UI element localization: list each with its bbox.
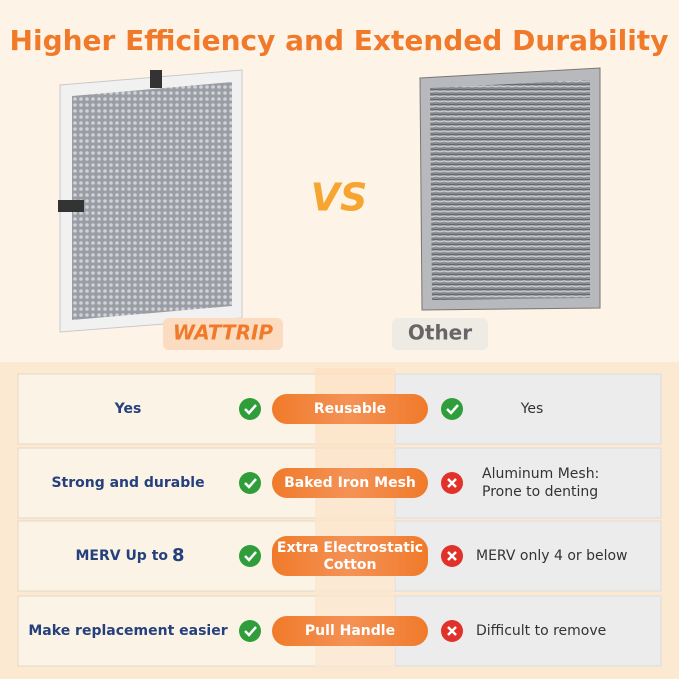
row-left-text: Yes: [114, 401, 142, 417]
title: Higher Efficiency and Extended Durabilit…: [10, 24, 669, 57]
check-mark: [244, 478, 257, 489]
brand-right: Other: [408, 321, 472, 345]
row-right-text: Difficult to remove: [476, 623, 606, 639]
check-mark: [446, 404, 459, 415]
feature-label: Baked Iron Mesh: [284, 475, 416, 491]
feature-pill: [272, 616, 428, 646]
row-left-text: Make replacement easier: [28, 623, 227, 639]
check-icon: [441, 398, 463, 420]
line: Extra Electrostatic: [277, 540, 423, 556]
line: Aluminum Mesh:: [482, 466, 599, 482]
cross-mark: [447, 626, 457, 636]
other-badge: [392, 318, 488, 350]
row-right-text: MERV only 4 or below: [476, 548, 628, 564]
feature-pill: [272, 468, 428, 498]
feature-pill: [272, 536, 428, 576]
feature-pill: [272, 394, 428, 424]
left-emphasis: 8: [172, 545, 185, 566]
row-right-text: Aluminum Mesh: Prone to denting: [482, 466, 599, 500]
brand-left: WATTRIP: [173, 321, 273, 345]
row-left-text: MERV Up to 8: [75, 545, 184, 566]
row-right-text: Yes: [520, 401, 544, 417]
row-right: [394, 447, 662, 519]
line: Cotton: [324, 557, 377, 573]
cross-mark: [447, 478, 457, 488]
row-right: [394, 373, 662, 445]
check-mark: [244, 626, 257, 637]
check-mark: [244, 404, 257, 415]
check-icon: [239, 545, 261, 567]
row-right: [394, 520, 662, 592]
row-right: [394, 595, 662, 667]
check-icon: [239, 472, 261, 494]
cross-mark: [447, 551, 457, 561]
other-filter: [419, 67, 601, 311]
feature-label: Extra Electrostatic Cotton: [277, 540, 423, 573]
check-mark: [244, 551, 257, 562]
brand-badge: [163, 318, 283, 350]
left-text: MERV Up to: [75, 548, 168, 564]
line: Prone to denting: [482, 484, 598, 500]
check-icon: [239, 620, 261, 642]
table-labels: Yes Reusable Yes Strong and durable Baked Ir…: [28, 394, 628, 646]
vs-label: VS: [311, 176, 368, 220]
check-icon: [239, 398, 261, 420]
row-left-text: Strong and durable: [51, 475, 204, 491]
wattrip-filter: [58, 69, 243, 333]
feature-label: Pull Handle: [305, 623, 395, 639]
feature-label: Reusable: [314, 401, 386, 417]
